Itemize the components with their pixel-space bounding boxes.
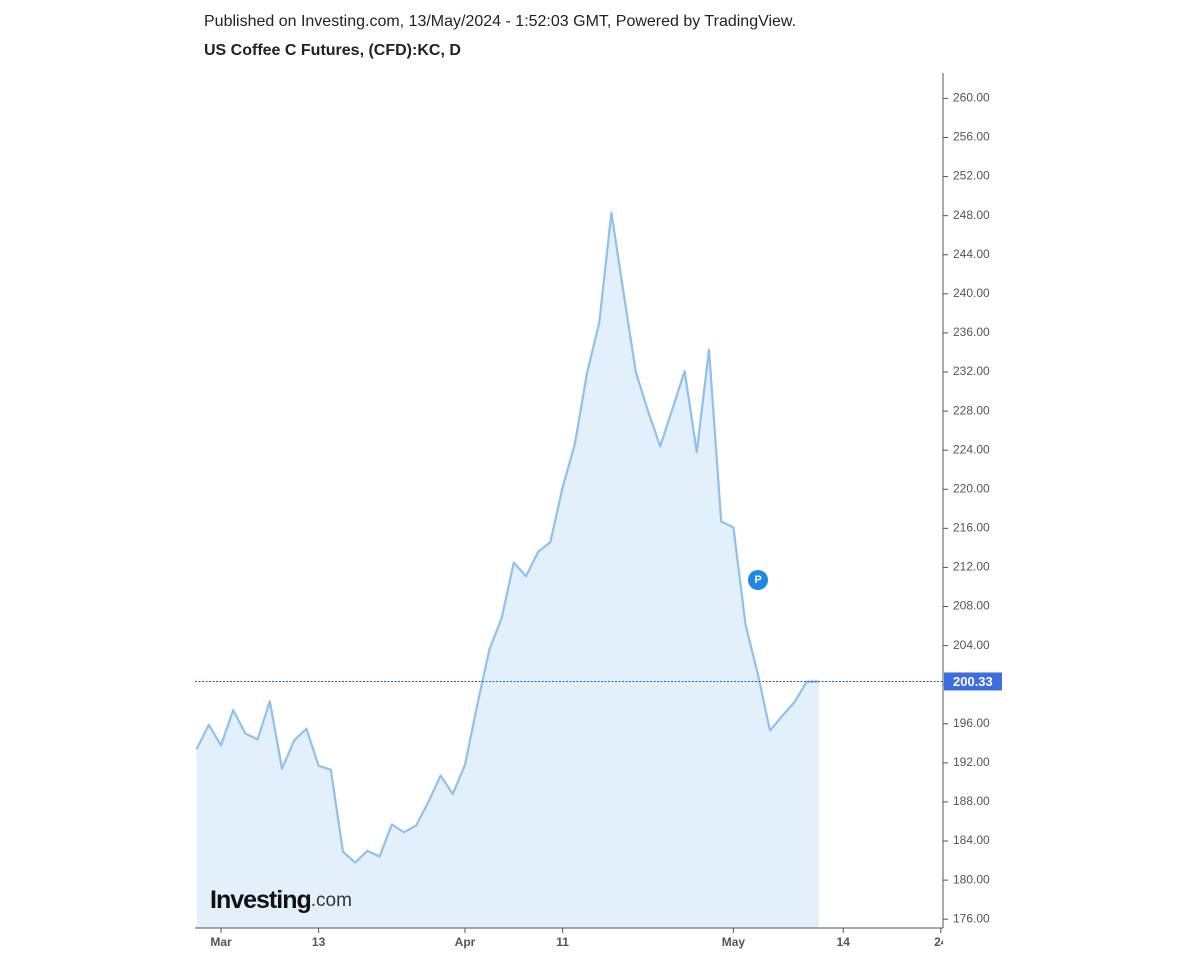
x-tick-label: 24 <box>934 935 948 949</box>
marker-icon <box>748 570 768 590</box>
y-tick-label: 244.00 <box>953 247 990 261</box>
x-tick-label: 13 <box>312 935 326 949</box>
y-tick-label: 216.00 <box>953 521 990 535</box>
y-tick-label: 224.00 <box>953 442 990 456</box>
published-note: Published on Investing.com, 13/May/2024 … <box>204 13 796 30</box>
y-tick-label: 248.00 <box>953 208 990 222</box>
y-tick-label: 228.00 <box>953 403 990 417</box>
y-tick-label: 192.00 <box>953 755 990 769</box>
last-price-label: 200.33 <box>953 674 993 689</box>
y-tick-label: 260.00 <box>953 91 990 105</box>
plot <box>195 211 819 928</box>
logo-name: Investing <box>210 886 311 914</box>
logo-suffix: .com <box>311 890 352 911</box>
x-tick-label: 14 <box>837 935 851 949</box>
y-tick-label: 232.00 <box>953 364 990 378</box>
y-tick-label: 196.00 <box>953 716 990 730</box>
x-tick-label: Mar <box>210 935 232 949</box>
y-tick-label: 212.00 <box>953 560 990 574</box>
y-tick-label: 204.00 <box>953 638 990 652</box>
x-tick-label: 11 <box>556 935 569 949</box>
y-tick-label: 220.00 <box>953 481 990 495</box>
y-tick-label: 252.00 <box>953 169 990 183</box>
y-tick-label: 240.00 <box>953 286 990 300</box>
chart-title: US Coffee C Futures, (CFD):KC, D <box>204 42 461 59</box>
x-ticks: Mar 13 Apr 11 May 14 24 <box>210 928 948 949</box>
y-tick-label: 208.00 <box>953 599 990 613</box>
x-tick-label: May <box>722 935 746 949</box>
price-line <box>195 211 819 864</box>
y-tick-label: 180.00 <box>953 872 990 886</box>
area-fill <box>196 212 819 928</box>
y-tick-label: 256.00 <box>953 130 990 144</box>
x-tick-label: Apr <box>455 935 476 949</box>
y-tick-label: 176.00 <box>953 911 990 925</box>
marker-label: P <box>754 574 761 586</box>
logo: Investing.com <box>210 886 352 914</box>
y-tick-label: 188.00 <box>953 794 990 808</box>
y-tick-label: 184.00 <box>953 833 990 847</box>
last-price-box <box>944 672 1002 691</box>
y-tick-label: 236.00 <box>953 325 990 339</box>
